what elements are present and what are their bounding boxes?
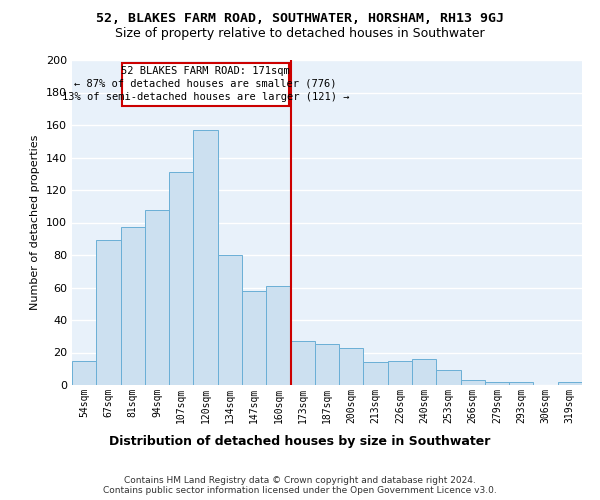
Text: Distribution of detached houses by size in Southwater: Distribution of detached houses by size … [109, 434, 491, 448]
Bar [364, 362, 388, 385]
Bar [315, 344, 339, 385]
Bar [121, 228, 145, 385]
Bar [558, 382, 582, 385]
Bar [509, 382, 533, 385]
Bar [290, 341, 315, 385]
Bar [461, 380, 485, 385]
Bar [72, 360, 96, 385]
Bar [485, 382, 509, 385]
Text: Contains HM Land Registry data © Crown copyright and database right 2024.
Contai: Contains HM Land Registry data © Crown c… [103, 476, 497, 495]
FancyBboxPatch shape [122, 63, 289, 106]
Bar [412, 359, 436, 385]
Bar [145, 210, 169, 385]
Text: 52 BLAKES FARM ROAD: 171sqm: 52 BLAKES FARM ROAD: 171sqm [121, 66, 290, 76]
Bar [218, 255, 242, 385]
Bar [339, 348, 364, 385]
Text: 13% of semi-detached houses are larger (121) →: 13% of semi-detached houses are larger (… [62, 92, 349, 102]
Y-axis label: Number of detached properties: Number of detached properties [31, 135, 40, 310]
Text: Size of property relative to detached houses in Southwater: Size of property relative to detached ho… [115, 28, 485, 40]
Bar [96, 240, 121, 385]
Bar [266, 286, 290, 385]
Bar [436, 370, 461, 385]
Bar [242, 291, 266, 385]
Bar [388, 360, 412, 385]
Bar [193, 130, 218, 385]
Text: ← 87% of detached houses are smaller (776): ← 87% of detached houses are smaller (77… [74, 78, 337, 88]
Text: 52, BLAKES FARM ROAD, SOUTHWATER, HORSHAM, RH13 9GJ: 52, BLAKES FARM ROAD, SOUTHWATER, HORSHA… [96, 12, 504, 26]
Bar [169, 172, 193, 385]
